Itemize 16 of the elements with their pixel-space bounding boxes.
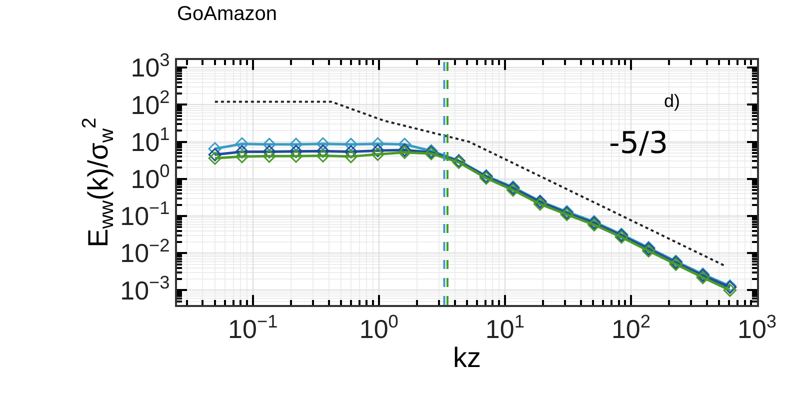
x-tick-label: 10$^{3}$: [737, 311, 777, 344]
y-tick-label: 10$^{−1}$: [120, 198, 170, 232]
annotation: -5/3: [609, 126, 668, 161]
x-tick-label: 10$^{0}$: [359, 311, 398, 344]
x-tick-label: 10$^{−1}$: [228, 311, 278, 344]
chart-title: GoAmazon: [176, 3, 278, 26]
y-tick-label: 10$^{2}$: [130, 86, 170, 120]
y-tick-label: 10$^{−2}$: [120, 235, 170, 268]
x-tick-label: 10$^{1}$: [485, 311, 524, 344]
annotation: d): [664, 91, 680, 111]
y-tick-label: 10$^{1}$: [130, 124, 170, 157]
y-tick-label: 10$^{0}$: [130, 161, 170, 194]
y-tick-label: 10$^{3}$: [130, 50, 170, 83]
y-tick-label: 10$^{−3}$: [120, 272, 170, 306]
x-tick-label: 10$^{2}$: [611, 311, 650, 344]
x-axis-title: kz: [453, 342, 481, 373]
